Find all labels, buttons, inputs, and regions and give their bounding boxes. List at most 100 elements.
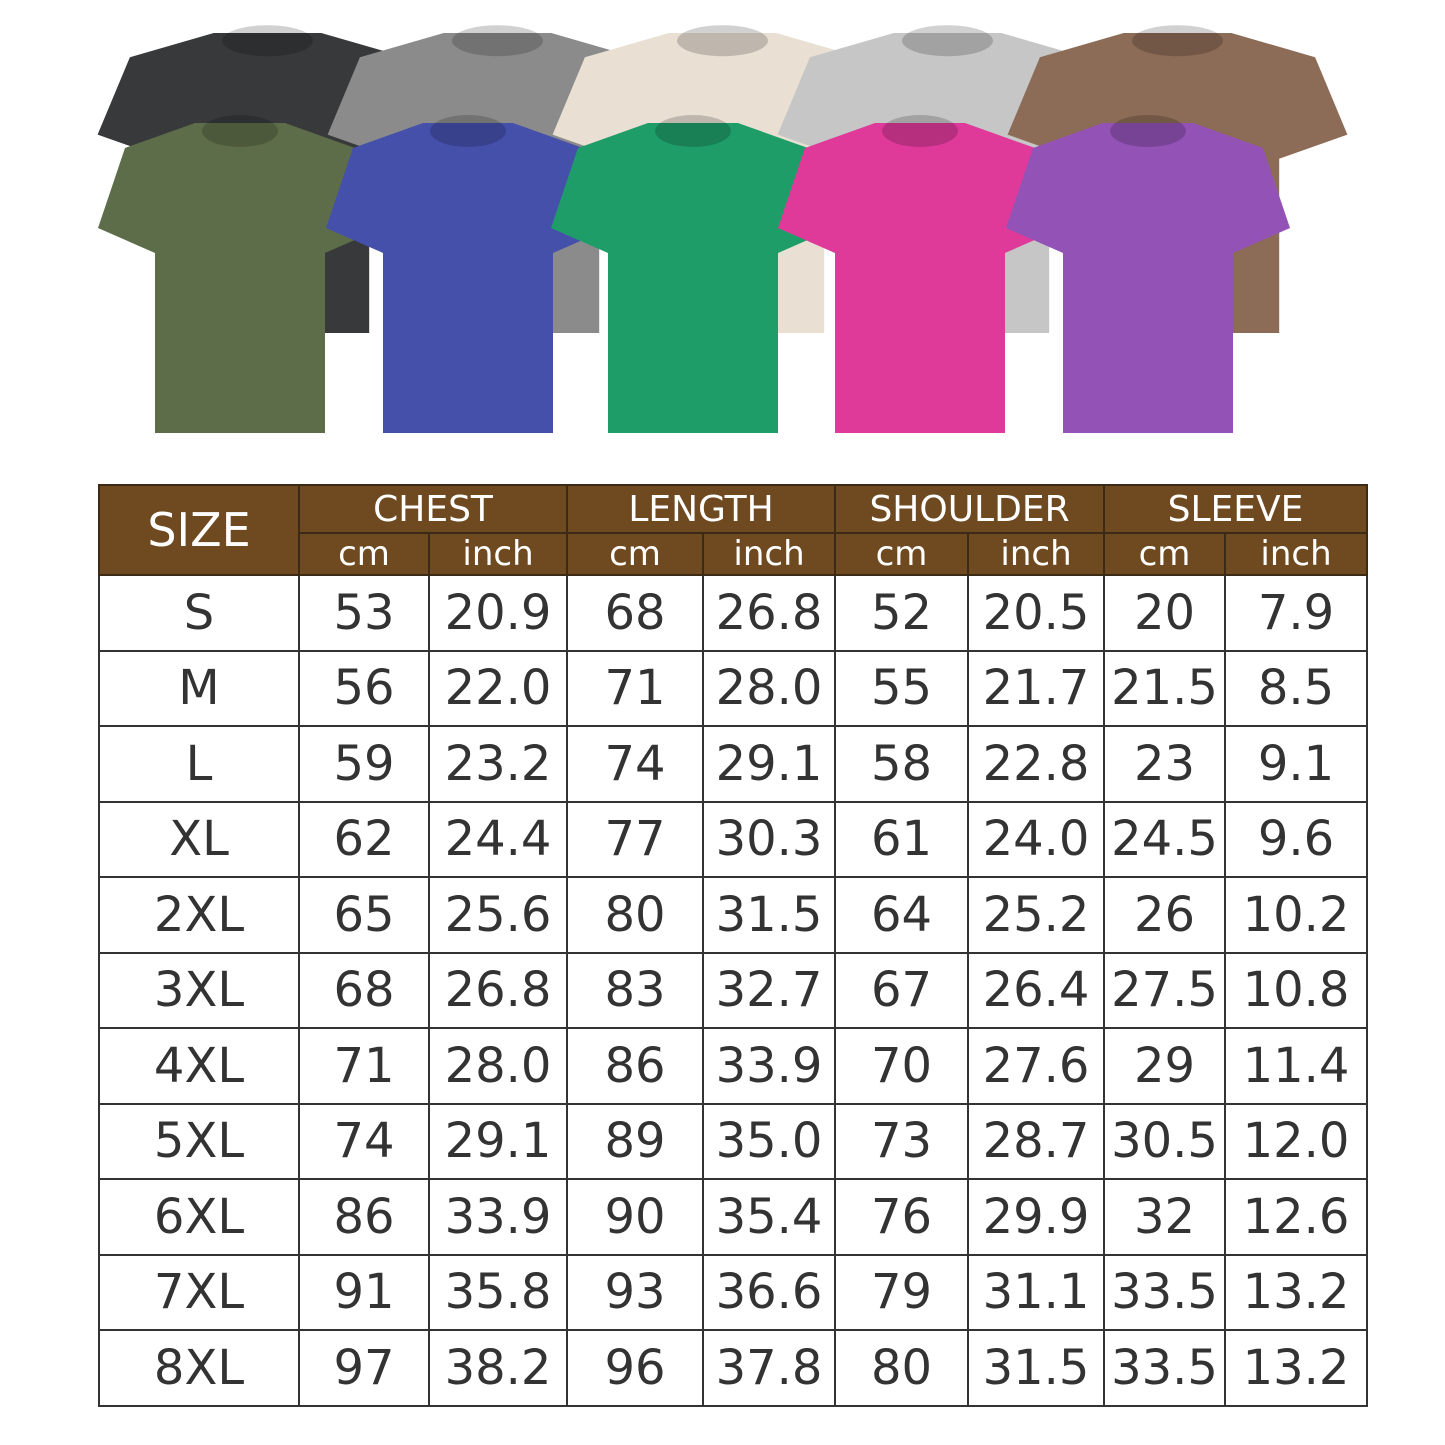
unit-header: cm (1103, 532, 1227, 576)
measurement-cell: 26.8 (702, 574, 837, 652)
table-row: 8XL 97 38.2 96 37.8 80 31.5 33.5 13.2 (98, 1329, 1369, 1407)
measurement-cell: 55 (834, 649, 970, 727)
measurement-cell: 71 (566, 649, 705, 727)
table-row: 7XL 91 35.8 93 36.6 79 31.1 33.5 13.2 (98, 1253, 1369, 1331)
measurement-cell: 9.1 (1224, 725, 1369, 803)
measurement-cell: 26.4 (967, 951, 1106, 1029)
measurement-cell: 23 (1103, 725, 1227, 803)
measurement-cell: 32 (1103, 1178, 1227, 1256)
measurement-cell: 35.4 (702, 1178, 837, 1256)
size-cell: 6XL (98, 1178, 300, 1256)
measurement-cell: 31.5 (967, 1329, 1106, 1407)
measurement-cell: 76 (834, 1178, 970, 1256)
shirt-color-swatches (97, 25, 1348, 433)
measurement-cell: 21.7 (967, 649, 1106, 727)
size-cell: 3XL (98, 951, 300, 1029)
measurement-cell: 68 (298, 951, 430, 1029)
measurement-cell: 89 (566, 1102, 705, 1180)
measurement-cell: 93 (566, 1253, 705, 1331)
measurement-cell: 64 (834, 876, 970, 954)
unit-header: inch (967, 532, 1106, 576)
measurement-cell: 35.8 (427, 1253, 569, 1331)
measurement-cell: 28.7 (967, 1102, 1106, 1180)
unit-header: cm (566, 532, 705, 576)
measurement-cell: 25.6 (427, 876, 569, 954)
front-shirt (551, 115, 835, 433)
measurement-cell: 30.5 (1103, 1102, 1227, 1180)
size-cell: L (98, 725, 300, 803)
measurement-cell: 86 (566, 1027, 705, 1105)
measurement-cell: 62 (298, 800, 430, 878)
measurement-cell: 20 (1103, 574, 1227, 652)
measurement-cell: 27.5 (1103, 951, 1227, 1029)
size-header: SIZE (98, 484, 300, 576)
measurement-cell: 90 (566, 1178, 705, 1256)
length-header: LENGTH (566, 484, 837, 534)
size-cell: 4XL (98, 1027, 300, 1105)
measurement-cell: 31.1 (967, 1253, 1106, 1331)
measurement-cell: 13.2 (1224, 1253, 1369, 1331)
size-cell: M (98, 649, 300, 727)
chest-header: CHEST (297, 484, 569, 534)
size-cell: S (98, 574, 300, 652)
measurement-cell: 80 (834, 1329, 970, 1407)
table-row: M 56 22.0 71 28.0 55 21.7 21.5 8.5 (98, 649, 1369, 727)
table-row: 2XL 65 25.6 80 31.5 64 25.2 26 10.2 (98, 876, 1369, 954)
measurement-cell: 56 (298, 649, 430, 727)
shoulder-header: SHOULDER (834, 484, 1106, 534)
measurement-cell: 67 (834, 951, 970, 1029)
unit-header: inch (702, 532, 837, 576)
measurement-cell: 11.4 (1224, 1027, 1369, 1105)
measurement-cell: 29.1 (702, 725, 837, 803)
measurement-cell: 24.0 (967, 800, 1106, 878)
measurement-cell: 13.2 (1224, 1329, 1369, 1407)
measurement-cell: 28.0 (427, 1027, 569, 1105)
table-row: 4XL 71 28.0 86 33.9 70 27.6 29 11.4 (98, 1027, 1369, 1105)
measurement-cell: 8.5 (1224, 649, 1369, 727)
measurement-cell: 10.2 (1224, 876, 1369, 954)
measurement-cell: 33.5 (1103, 1329, 1227, 1407)
measurement-cell: 74 (298, 1102, 430, 1180)
measurement-cell: 10.8 (1224, 951, 1369, 1029)
measurement-cell: 80 (566, 876, 705, 954)
measurement-cell: 52 (834, 574, 970, 652)
measurement-cell: 30.3 (702, 800, 837, 878)
unit-header: inch (1224, 532, 1369, 576)
measurement-cell: 97 (298, 1329, 430, 1407)
measurement-cell: 38.2 (427, 1329, 569, 1407)
measurement-cell: 28.0 (702, 649, 837, 727)
table-row: 3XL 68 26.8 83 32.7 67 26.4 27.5 10.8 (98, 951, 1369, 1029)
measurement-cell: 77 (566, 800, 705, 878)
measurement-cell: 36.6 (702, 1253, 837, 1331)
measurement-cell: 70 (834, 1027, 970, 1105)
measurement-cell: 29.1 (427, 1102, 569, 1180)
measurement-cell: 59 (298, 725, 430, 803)
size-cell: 2XL (98, 876, 300, 954)
measurement-cell: 24.4 (427, 800, 569, 878)
measurement-cell: 73 (834, 1102, 970, 1180)
size-cell: XL (98, 800, 300, 878)
measurement-cell: 9.6 (1224, 800, 1369, 878)
measurement-cell: 12.6 (1224, 1178, 1369, 1256)
size-cell: 8XL (98, 1329, 300, 1407)
measurement-cell: 33.9 (702, 1027, 837, 1105)
measurement-cell: 27.6 (967, 1027, 1106, 1105)
size-cell: 5XL (98, 1102, 300, 1180)
measurement-cell: 31.5 (702, 876, 837, 954)
table-row: 6XL 86 33.9 90 35.4 76 29.9 32 12.6 (98, 1178, 1369, 1256)
size-chart-table: SIZE CHEST LENGTH SHOULDER SLEEVE cm inch… (98, 484, 1369, 1407)
measurement-cell: 26 (1103, 876, 1227, 954)
front-shirt (98, 115, 382, 433)
measurement-cell: 61 (834, 800, 970, 878)
measurement-cell: 24.5 (1103, 800, 1227, 878)
table-row: S 53 20.9 68 26.8 52 20.5 20 7.9 (98, 574, 1369, 652)
measurement-cell: 29.9 (967, 1178, 1106, 1256)
table-row: L 59 23.2 74 29.1 58 22.8 23 9.1 (98, 725, 1369, 803)
measurement-cell: 68 (566, 574, 705, 652)
measurement-cell: 53 (298, 574, 430, 652)
table-row: 5XL 74 29.1 89 35.0 73 28.7 30.5 12.0 (98, 1102, 1369, 1180)
measurement-cell: 32.7 (702, 951, 837, 1029)
size-cell: 7XL (98, 1253, 300, 1331)
measurement-cell: 22.8 (967, 725, 1106, 803)
measurement-cell: 35.0 (702, 1102, 837, 1180)
